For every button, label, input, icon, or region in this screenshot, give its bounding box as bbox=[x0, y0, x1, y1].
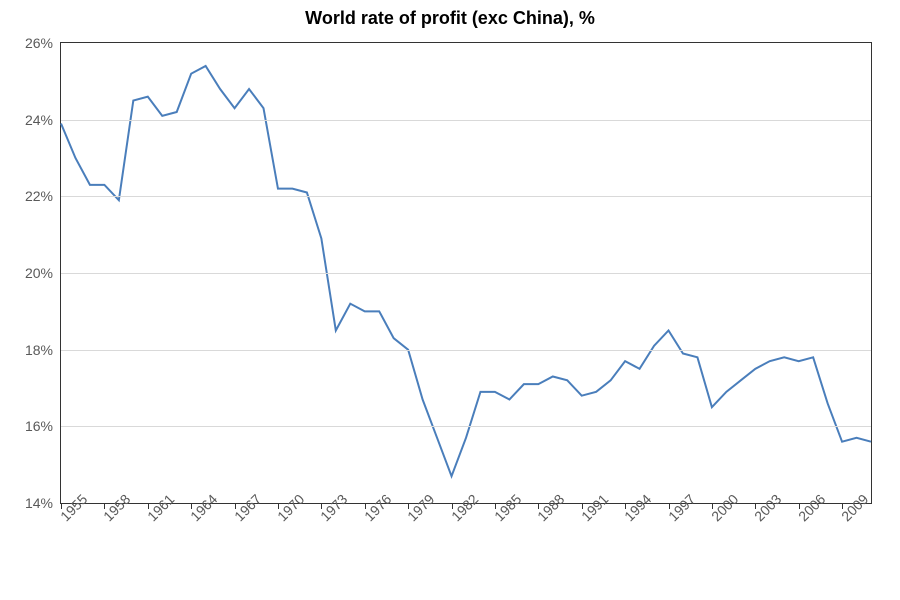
y-tick-label: 22% bbox=[25, 188, 61, 204]
y-gridline bbox=[61, 196, 871, 197]
chart-container: World rate of profit (exc China), % 14%1… bbox=[0, 0, 900, 600]
y-gridline bbox=[61, 426, 871, 427]
y-tick-label: 20% bbox=[25, 265, 61, 281]
y-gridline bbox=[61, 350, 871, 351]
y-tick-label: 26% bbox=[25, 35, 61, 51]
y-gridline bbox=[61, 273, 871, 274]
y-gridline bbox=[61, 120, 871, 121]
y-tick-label: 24% bbox=[25, 112, 61, 128]
y-tick-label: 16% bbox=[25, 418, 61, 434]
y-tick-label: 18% bbox=[25, 342, 61, 358]
plot-area: 14%16%18%20%22%24%26%1955195819611964196… bbox=[60, 42, 872, 504]
profit-line bbox=[61, 66, 871, 476]
chart-title: World rate of profit (exc China), % bbox=[0, 8, 900, 29]
y-tick-label: 14% bbox=[25, 495, 61, 511]
